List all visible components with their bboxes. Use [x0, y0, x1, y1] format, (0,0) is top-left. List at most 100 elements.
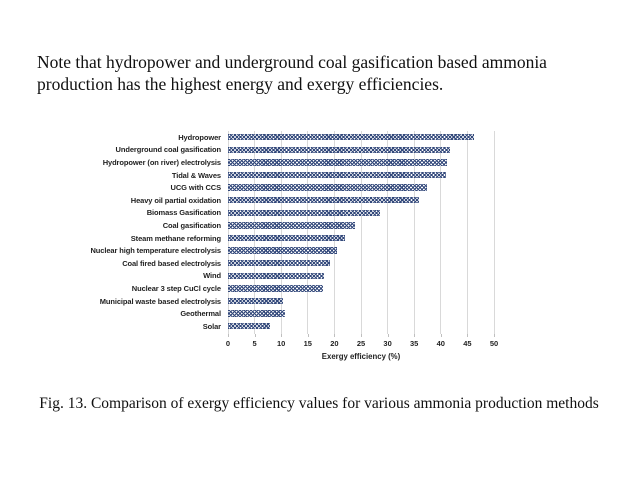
category-label: Heavy oil partial oxidation: [130, 195, 221, 205]
gridline: [413, 131, 415, 334]
axis-tick: [228, 334, 229, 337]
chart-row: Hydropower: [60, 131, 494, 144]
gridline: [227, 131, 229, 334]
bar: [228, 234, 345, 242]
axis-tick: [281, 334, 283, 337]
bar: [228, 209, 381, 217]
category-label: Coal fired based electrolysis: [122, 258, 221, 268]
gridline: [440, 131, 442, 334]
bar-track: [228, 131, 494, 144]
chart-row: Solar: [60, 320, 494, 333]
bar-track: [228, 282, 494, 295]
chart-row: UCG with CCS: [60, 181, 494, 194]
chart-row: Biomass Gasification: [60, 207, 494, 220]
bar: [228, 323, 271, 330]
bar-track: [228, 169, 494, 182]
gridline: [493, 131, 495, 334]
bar: [228, 222, 355, 229]
bar-track: [228, 219, 494, 232]
chart-row: Tidal & Waves: [60, 169, 494, 182]
category-label: Hydropower (on river) electrolysis: [102, 157, 221, 167]
bar-track: [228, 257, 494, 270]
category-label: Coal gasification: [162, 220, 221, 230]
gridline: [387, 131, 389, 334]
bar-track: [228, 144, 494, 157]
axis-tick: [361, 334, 362, 337]
bar: [228, 297, 283, 305]
axis-tick: [254, 334, 256, 337]
gridline: [466, 131, 468, 334]
bar: [228, 272, 325, 280]
axis-tick-label: 30: [383, 339, 392, 348]
category-label: Nuclear 3 step CuCl cycle: [131, 283, 221, 293]
category-label: Municipal waste based electrolysis: [99, 296, 221, 306]
bar: [228, 146, 450, 154]
bar-track: [228, 244, 494, 257]
axis-tick: [414, 334, 416, 337]
axis-tick-label: 15: [303, 339, 312, 348]
bar: [228, 197, 419, 204]
axis-tick-label: 25: [356, 339, 366, 348]
bar: [228, 134, 474, 141]
bar: [228, 159, 447, 166]
gridline: [333, 131, 335, 334]
note-line-2: production has the highest energy and ex…: [37, 73, 444, 94]
chart-row: Coal gasification: [60, 219, 494, 232]
bar-track: [228, 307, 494, 320]
axis-tick-label: 35: [410, 339, 419, 348]
figure-caption: Fig. 13. Comparison of exergy efficiency…: [39, 395, 599, 412]
axis-tick-label: 0: [225, 339, 231, 348]
category-label: Tidal & Waves: [171, 170, 221, 180]
note-text: Note that hydropower and underground coa…: [37, 52, 617, 95]
axis-tick-label: 45: [463, 339, 472, 348]
x-axis-title: Exergy efficiency (%): [321, 352, 401, 361]
chart-row: Nuclear 3 step CuCl cycle: [60, 282, 494, 295]
category-label: Underground coal gasification: [115, 145, 222, 155]
axis-tick: [494, 334, 495, 337]
chart-row: Steam methane reforming: [60, 232, 494, 245]
category-label: Hydropower: [178, 132, 221, 142]
gridline: [280, 131, 282, 334]
category-label: UCG with CCS: [170, 183, 222, 193]
exergy-efficiency-bar-chart: Hydropower Underground coal gasification H…: [60, 131, 500, 371]
category-label: Solar: [202, 321, 221, 331]
bar-track: [228, 207, 494, 220]
bar: [228, 260, 330, 267]
axis-tick-label: 5: [252, 339, 257, 348]
chart-row: Heavy oil partial oxidation: [60, 194, 494, 207]
gridline: [307, 131, 309, 334]
axis-tick-label: 50: [489, 339, 499, 348]
bar: [228, 310, 285, 317]
bar-track: [228, 181, 494, 194]
bar-track: [228, 320, 494, 333]
bar-track: [228, 232, 494, 245]
category-label: Biomass Gasification: [146, 208, 221, 218]
category-label: Geothermal: [180, 309, 221, 319]
axis-tick: [387, 334, 389, 337]
chart-row: Wind: [60, 270, 494, 283]
bar-track: [228, 156, 494, 169]
axis-tick: [467, 334, 469, 337]
chart-row: Nuclear high temperature electrolysis: [60, 244, 494, 257]
bar: [228, 171, 447, 179]
chart-row: Coal fired based electrolysis: [60, 257, 494, 270]
bar-track: [228, 194, 494, 207]
bar: [228, 247, 337, 254]
gridline: [360, 131, 362, 334]
chart-row: Geothermal: [60, 307, 494, 320]
axis-tick-label: 20: [330, 339, 339, 348]
plot-area: [227, 131, 495, 334]
axis-tick: [334, 334, 336, 337]
chart-row: Municipal waste based electrolysis: [60, 295, 494, 308]
note-line-1: Note that hydropower and underground coa…: [37, 52, 547, 72]
bar: [228, 184, 427, 191]
bar-track: [228, 270, 494, 283]
axis-tick-label: 10: [277, 339, 286, 348]
category-label: Steam methane reforming: [130, 233, 221, 243]
chart-row: Hydropower (on river) electrolysis: [60, 156, 494, 169]
axis-tick-label: 40: [436, 339, 445, 348]
chart-row: Underground coal gasification: [60, 144, 494, 157]
axis-tick: [307, 334, 309, 337]
axis-tick: [440, 334, 442, 337]
